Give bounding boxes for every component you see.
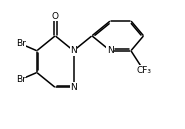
Text: Br: Br [16,39,26,48]
Text: CF₃: CF₃ [136,66,151,75]
Text: N: N [70,83,77,92]
Text: Br: Br [16,75,26,84]
Text: N: N [107,46,114,55]
Text: O: O [52,12,59,21]
Text: N: N [70,46,77,55]
